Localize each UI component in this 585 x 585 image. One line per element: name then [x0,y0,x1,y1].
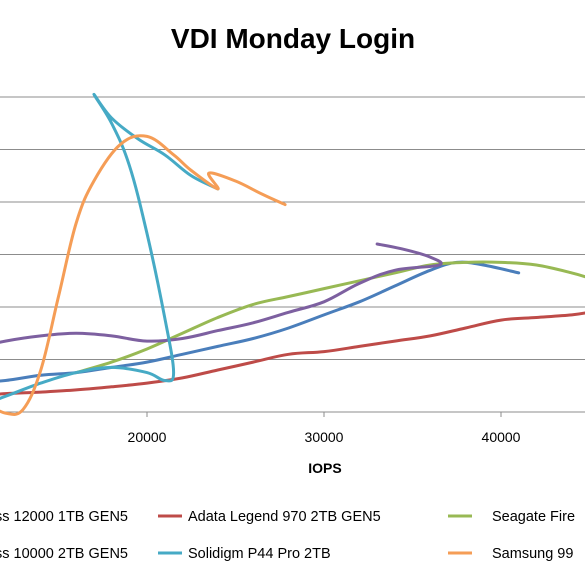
legend: ss 12000 1TB GEN5 Adata Legend 970 2TB GE… [0,509,575,562]
legend-label: Samsung 99 [492,546,573,562]
series-line-6 [0,134,287,416]
legend-label: ss 12000 1TB GEN5 [0,509,128,525]
legend-label: ss 10000 2TB GEN5 [0,546,128,562]
legend-label: Adata Legend 970 2TB GEN5 [188,509,381,525]
x-axis-title: IOPS [308,460,341,476]
legend-label: Solidigm P44 Pro 2TB [188,546,331,562]
series-line-4 [0,242,443,344]
x-tick-label: 40000 [482,429,521,445]
x-tick-label: 20000 [128,429,167,445]
series-line-3 [74,260,585,375]
series-line-2 [0,311,585,396]
series-line-1 [0,260,521,383]
series-lines [0,92,585,416]
series-line-5 [0,92,220,400]
legend-label: Seagate Fire [492,509,575,525]
chart-title: VDI Monday Login [171,23,415,54]
x-ticks: 20000 30000 40000 [128,412,521,445]
x-tick-label: 30000 [305,429,344,445]
